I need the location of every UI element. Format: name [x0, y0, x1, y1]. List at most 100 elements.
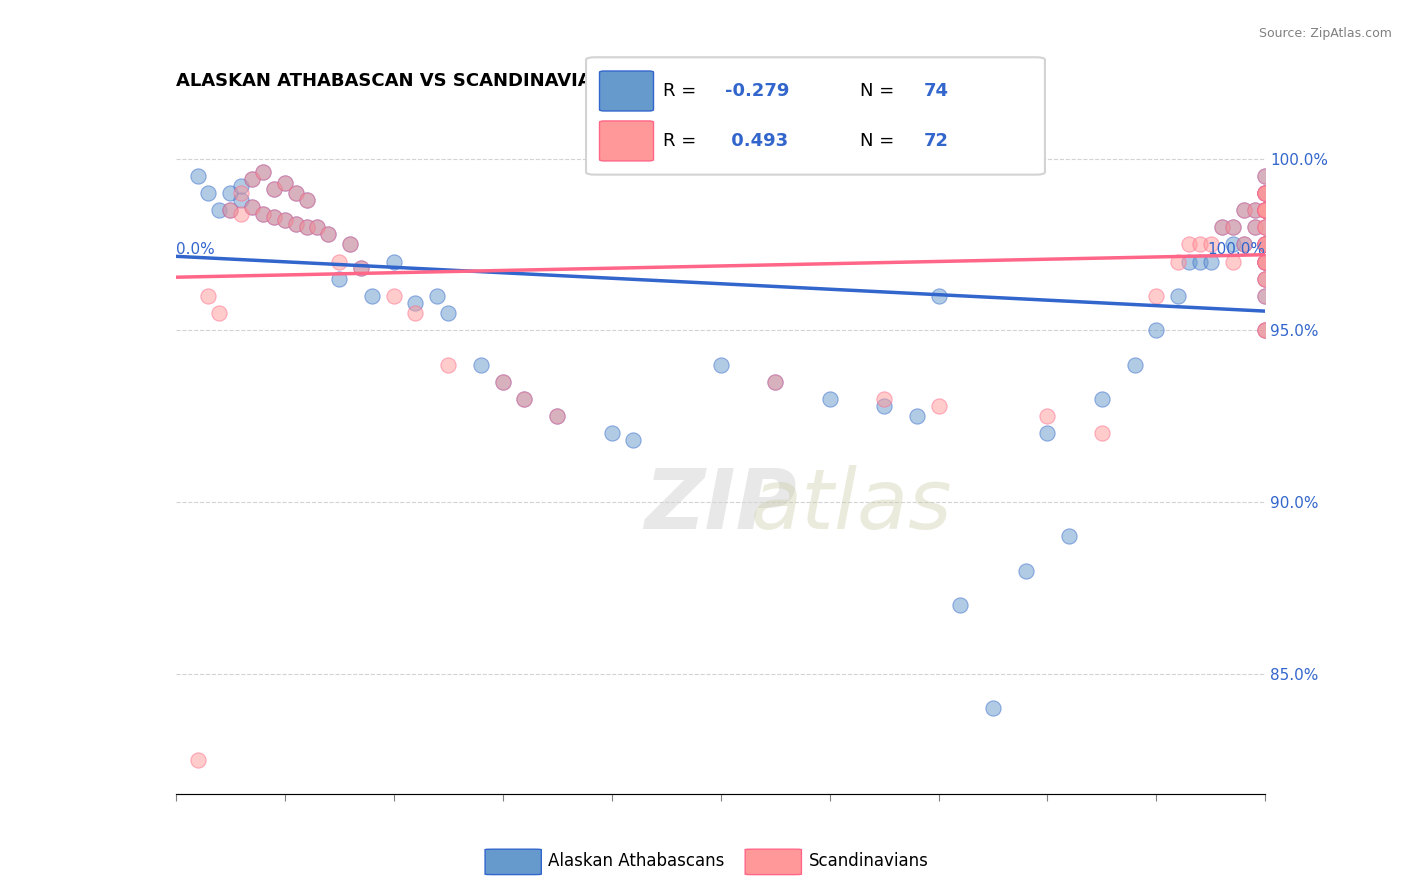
Point: [1123, 358, 1146, 372]
Text: R =: R =: [662, 82, 702, 100]
Point: [284, 186, 307, 200]
Point: [1057, 529, 1080, 543]
Point: [1167, 254, 1189, 268]
FancyBboxPatch shape: [599, 121, 654, 161]
Point: [763, 375, 786, 389]
Point: [350, 261, 373, 276]
Point: [274, 176, 297, 190]
Point: [1178, 237, 1201, 252]
Point: [1243, 202, 1265, 217]
Point: [1091, 392, 1114, 406]
Point: [186, 169, 209, 183]
FancyBboxPatch shape: [485, 849, 541, 874]
Point: [318, 227, 340, 241]
Point: [1254, 323, 1277, 337]
Point: [1211, 220, 1233, 235]
Point: [1232, 202, 1256, 217]
Point: [1243, 220, 1265, 235]
Point: [1254, 237, 1277, 252]
Point: [1254, 186, 1277, 200]
Point: [274, 213, 297, 227]
Text: 100.0%: 100.0%: [1208, 243, 1265, 258]
Text: Alaskan Athabascans: Alaskan Athabascans: [548, 852, 724, 870]
Point: [360, 289, 382, 303]
Text: Scandinavians: Scandinavians: [808, 852, 928, 870]
Point: [274, 176, 297, 190]
Point: [328, 271, 350, 285]
Point: [470, 358, 492, 372]
Point: [1254, 220, 1277, 235]
Point: [1243, 202, 1265, 217]
Point: [382, 289, 405, 303]
Point: [240, 172, 263, 186]
Point: [1222, 220, 1244, 235]
Point: [252, 165, 274, 179]
Point: [1254, 220, 1277, 235]
Point: [1144, 323, 1167, 337]
Point: [1199, 254, 1222, 268]
Text: 0.493: 0.493: [725, 132, 789, 150]
Point: [1254, 202, 1277, 217]
Point: [1254, 237, 1277, 252]
Point: [405, 306, 427, 320]
Point: [1222, 220, 1244, 235]
Point: [186, 752, 209, 766]
Point: [382, 254, 405, 268]
Point: [1254, 186, 1277, 200]
Point: [295, 220, 318, 235]
Point: [1254, 237, 1277, 252]
Point: [263, 182, 285, 196]
Point: [1254, 237, 1277, 252]
Point: [252, 206, 274, 220]
Point: [339, 237, 361, 252]
Point: [1254, 202, 1277, 217]
Point: [1254, 289, 1277, 303]
Point: [492, 375, 515, 389]
Point: [426, 289, 449, 303]
Text: atlas: atlas: [751, 465, 952, 546]
Point: [1254, 202, 1277, 217]
FancyBboxPatch shape: [599, 71, 654, 111]
Point: [263, 210, 285, 224]
Point: [219, 202, 242, 217]
Text: N =: N =: [860, 132, 900, 150]
Point: [1254, 289, 1277, 303]
Point: [1222, 254, 1244, 268]
Point: [437, 306, 460, 320]
Point: [1254, 186, 1277, 200]
Point: [1254, 254, 1277, 268]
Point: [231, 179, 253, 194]
Point: [263, 210, 285, 224]
Point: [873, 399, 896, 413]
Text: 0.0%: 0.0%: [176, 243, 215, 258]
Point: [1254, 169, 1277, 183]
Point: [1254, 237, 1277, 252]
Point: [1254, 186, 1277, 200]
Point: [1254, 202, 1277, 217]
Point: [1036, 426, 1059, 441]
Point: [1254, 186, 1277, 200]
Point: [1211, 220, 1233, 235]
Point: [1232, 237, 1256, 252]
Point: [1254, 169, 1277, 183]
Point: [981, 701, 1004, 715]
Point: [350, 261, 373, 276]
Point: [818, 392, 841, 406]
Point: [492, 375, 515, 389]
Point: [513, 392, 536, 406]
Point: [295, 193, 318, 207]
Point: [873, 392, 896, 406]
Point: [1189, 254, 1212, 268]
Point: [240, 172, 263, 186]
Point: [1254, 323, 1277, 337]
Point: [1178, 254, 1201, 268]
Point: [928, 399, 950, 413]
Point: [295, 220, 318, 235]
Point: [1232, 237, 1256, 252]
Text: Source: ZipAtlas.com: Source: ZipAtlas.com: [1258, 27, 1392, 40]
Point: [318, 227, 340, 241]
Point: [1232, 202, 1256, 217]
Text: -0.279: -0.279: [725, 82, 790, 100]
Point: [1254, 202, 1277, 217]
Text: R =: R =: [662, 132, 702, 150]
